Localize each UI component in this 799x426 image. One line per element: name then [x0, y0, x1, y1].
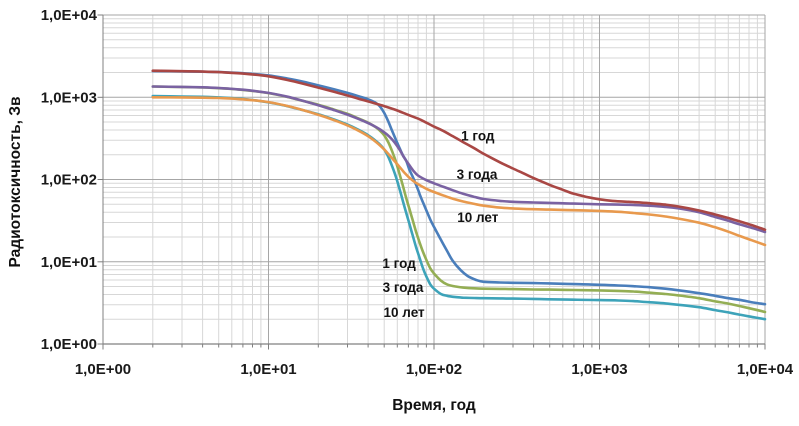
- x-tick-label: 1,0E+01: [240, 361, 296, 378]
- annotation-upper-10-лет: 10 лет: [457, 210, 498, 225]
- y-tick-label: 1,0E+04: [41, 7, 98, 24]
- x-tick-label: 1,0E+00: [75, 361, 131, 378]
- series-curve-upper-3-years: [151, 85, 767, 234]
- y-axis-title: Радиотоксичность, Зв: [7, 97, 24, 268]
- curve-annotations: 1 год 3 года 10 лет 1 год 3 года 10 лет: [382, 129, 498, 320]
- series-curves: [151, 69, 767, 321]
- annotation-lower-3-года: 3 года: [383, 280, 424, 295]
- x-tick-label: 1,0E+04: [737, 361, 794, 378]
- annotation-lower-1-год: 1 год: [382, 256, 416, 271]
- series-curve-upper-10-years: [151, 96, 767, 247]
- tick-labels: 1,0E+00 1,0E+01 1,0E+02 1,0E+03 1,0E+04 1,0E+…: [41, 7, 794, 378]
- y-tick-label: 1,0E+00: [41, 336, 97, 353]
- annotation-upper-3-года: 3 года: [457, 167, 498, 182]
- x-tick-label: 1,0E+03: [571, 361, 627, 378]
- series-curve-upper-1-year: [151, 69, 767, 231]
- x-tick-label: 1,0E+02: [406, 361, 462, 378]
- series-curve-lower-1-year: [151, 69, 767, 306]
- x-axis-title: Время, год: [392, 397, 476, 414]
- y-tick-label: 1,0E+03: [41, 89, 97, 106]
- annotation-lower-10-лет: 10 лет: [384, 305, 425, 320]
- annotation-upper-1-год: 1 год: [461, 129, 495, 144]
- y-tick-label: 1,0E+01: [41, 254, 97, 271]
- y-tick-label: 1,0E+02: [41, 172, 97, 189]
